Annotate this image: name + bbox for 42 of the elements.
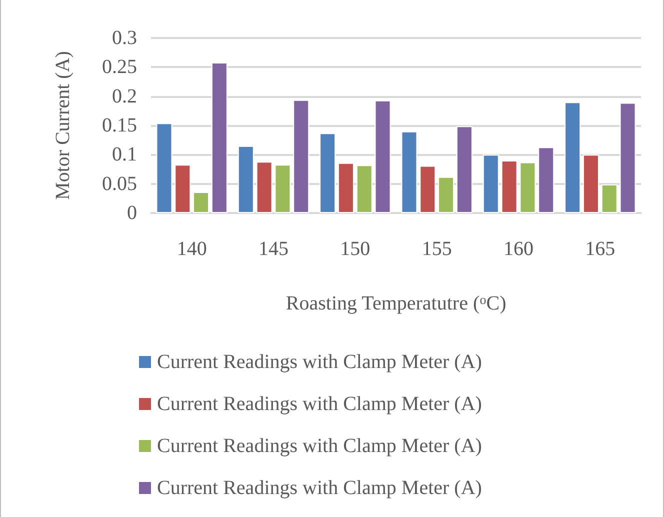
bar — [482, 154, 499, 213]
bar — [238, 146, 254, 213]
bar — [293, 100, 310, 213]
bar — [620, 102, 636, 213]
legend-label: Current Readings with Clamp Meter (A) — [157, 434, 482, 458]
y-axis-title: Motor Current (A) — [52, 51, 74, 200]
bar — [193, 192, 210, 213]
bar — [582, 154, 599, 213]
x-tick-label: 140 — [176, 238, 207, 260]
bar — [438, 176, 454, 213]
y-tick-label: 0.2 — [112, 85, 137, 108]
x-tick-label: 150 — [340, 238, 370, 260]
bar — [401, 131, 418, 213]
bar — [356, 165, 372, 213]
bar — [538, 147, 554, 213]
y-tick-label: 0.05 — [102, 172, 137, 195]
bar — [564, 102, 581, 213]
bar — [256, 162, 272, 213]
bar — [338, 162, 354, 213]
bar — [174, 164, 191, 213]
bar — [456, 126, 472, 213]
x-tick-label: 165 — [585, 238, 616, 260]
legend-label: Current Readings with Clamp Meter (A) — [157, 476, 482, 500]
x-tick-label: 155 — [422, 238, 452, 260]
bar — [520, 162, 536, 213]
y-tick-label: 0 — [127, 202, 137, 224]
y-tick-label: 0.3 — [112, 27, 137, 49]
y-tick-label: 0.15 — [102, 114, 137, 136]
legend-label: Current Readings with Clamp Meter (A) — [157, 350, 482, 374]
bar — [420, 166, 436, 213]
bar — [274, 164, 291, 213]
bar — [501, 160, 518, 213]
bar — [320, 133, 336, 213]
bar — [374, 100, 391, 213]
x-tick-label: 145 — [258, 238, 288, 260]
x-tick-label: 160 — [504, 238, 534, 260]
bar — [211, 62, 228, 213]
legend-label: Current Readings with Clamp Meter (A) — [157, 392, 482, 416]
bar — [601, 184, 618, 213]
y-tick-label: 0.25 — [102, 56, 137, 78]
y-tick-label: 0.1 — [112, 144, 137, 166]
bar — [156, 123, 172, 213]
